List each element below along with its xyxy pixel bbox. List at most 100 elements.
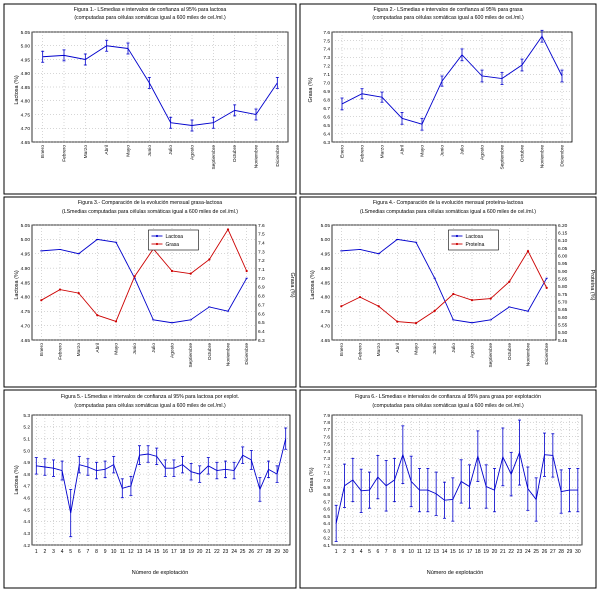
y-right-tick-label: 5.80 xyxy=(558,284,568,290)
x-tick-label: Marzo xyxy=(76,343,82,357)
chart-6-ylabel: Grasa (%) xyxy=(309,467,315,492)
y-tick-label: 4.75 xyxy=(21,309,31,315)
y-tick-label: 6.3 xyxy=(323,140,330,146)
y-tick-label: 4.90 xyxy=(321,266,331,272)
series-line-2 xyxy=(341,250,548,324)
x-tick-label: Julio xyxy=(451,343,457,353)
y-right-tick-label: 5.45 xyxy=(558,338,568,344)
x-tick-label: 23 xyxy=(223,549,229,555)
y-right-tick-label: 6.4 xyxy=(258,329,265,335)
chart-1-title: Figura 1.- LSmedias e intervalos de conf… xyxy=(74,7,227,13)
x-tick-label: 7 xyxy=(87,549,90,555)
y-right-tick-label: 7.1 xyxy=(258,267,265,273)
x-tick-label: 2 xyxy=(343,549,346,555)
x-tick-label: 7 xyxy=(385,549,388,555)
x-tick-label: 20 xyxy=(197,549,203,555)
x-tick-label: Agosto xyxy=(170,343,176,358)
x-tick-label: 19 xyxy=(188,549,194,555)
data-point xyxy=(526,249,530,253)
y-tick-label: 4.6 xyxy=(23,496,30,502)
x-tick-label: 14 xyxy=(145,549,151,555)
y-tick-label: 4.5 xyxy=(23,507,30,513)
x-tick-label: 10 xyxy=(111,549,117,555)
chart-5-xlabel: Número de explotación xyxy=(132,570,189,576)
y-right-tick-label: 6.9 xyxy=(258,285,265,291)
series-line-1 xyxy=(41,238,248,324)
y-tick-label: 7.1 xyxy=(323,471,330,477)
y-tick-label: 6.5 xyxy=(323,514,330,520)
x-tick-label: 2 xyxy=(44,549,47,555)
chart-5-subtitle: (computadas para células somáticas igual… xyxy=(74,403,226,409)
y-right-tick-label: 5.75 xyxy=(558,292,568,298)
x-tick-label: 3 xyxy=(52,549,55,555)
y-tick-label: 4.65 xyxy=(21,140,31,146)
legend-box xyxy=(148,229,199,251)
x-tick-label: Noviembre xyxy=(226,343,232,367)
x-tick-label: Noviembre xyxy=(526,343,532,367)
chart-5-title: Figura 5.- LSmedias e intervalos de conf… xyxy=(61,394,239,400)
data-point xyxy=(489,297,492,300)
chart-marks: 4.654.704.754.804.854.904.955.005.05Ener… xyxy=(21,30,583,555)
x-tick-label: 28 xyxy=(558,549,564,555)
x-tick-label: 17 xyxy=(171,549,177,555)
x-tick-label: Agosto xyxy=(190,145,196,160)
y-tick-label: 4.70 xyxy=(321,323,331,329)
y-tick-label: 4.7 xyxy=(23,484,30,490)
chart-4-ylabel-left: Lactosa (%) xyxy=(310,270,316,300)
data-point xyxy=(208,258,211,261)
chart-4-subtitle: (LSmedias computadas para células somáti… xyxy=(360,209,536,215)
x-tick-label: 29 xyxy=(567,549,573,555)
x-tick-label: Octubre xyxy=(520,145,526,162)
legend-marker xyxy=(455,234,459,238)
data-point xyxy=(114,320,118,323)
chart-3-title: Figura 3.- Comparación de la evolución m… xyxy=(78,200,222,206)
legend-label: Grasa xyxy=(165,242,179,248)
y-tick-label: 7.3 xyxy=(323,55,330,61)
x-tick-label: 11 xyxy=(417,549,422,555)
y-tick-label: 6.6 xyxy=(323,507,330,513)
y-tick-label: 4.85 xyxy=(21,85,31,91)
data-point xyxy=(433,309,436,312)
y-tick-label: 7.4 xyxy=(323,47,330,53)
data-point xyxy=(170,269,174,273)
y-right-tick-label: 7.0 xyxy=(258,276,265,282)
data-point xyxy=(245,269,248,273)
x-tick-label: Febrero xyxy=(360,145,366,162)
panel-frame-1 xyxy=(3,3,297,195)
data-point xyxy=(77,292,80,295)
y-tick-label: 4.3 xyxy=(23,531,30,537)
legend-marker xyxy=(155,242,159,246)
x-tick-label: 24 xyxy=(525,549,531,555)
y-right-tick-label: 6.20 xyxy=(558,223,568,229)
x-tick-label: Enero xyxy=(39,343,45,356)
y-tick-label: 6.6 xyxy=(323,114,330,120)
data-point xyxy=(377,305,380,308)
x-tick-label: Junio xyxy=(147,145,153,157)
y-tick-label: 5.05 xyxy=(21,223,31,229)
data-point xyxy=(58,288,62,291)
series-line-1 xyxy=(42,45,278,126)
panel-frame-5 xyxy=(3,389,297,589)
y-right-tick-label: 7.6 xyxy=(258,223,265,229)
x-tick-label: 4 xyxy=(61,549,64,555)
data-point xyxy=(133,275,136,278)
x-tick-label: 26 xyxy=(249,549,255,555)
y-tick-label: 5.05 xyxy=(21,30,31,36)
data-point xyxy=(96,314,99,317)
x-tick-label: 9 xyxy=(401,549,404,555)
y-tick-label: 7.3 xyxy=(323,456,330,462)
x-tick-label: 4 xyxy=(360,549,363,555)
y-right-tick-label: 6.10 xyxy=(558,238,568,244)
data-point xyxy=(396,320,399,323)
chart-1-ylabel: Lactosa (%) xyxy=(14,75,20,105)
y-tick-label: 4.8 xyxy=(23,472,30,478)
chart-2-title: Figura 2.- LSmedias e intervalos de conf… xyxy=(373,7,522,13)
data-point xyxy=(40,299,43,302)
legend-marker xyxy=(455,242,459,246)
x-tick-label: Enero xyxy=(40,145,46,158)
x-tick-label: 15 xyxy=(154,549,160,555)
x-tick-label: 29 xyxy=(274,549,280,555)
panel-frame-3 xyxy=(3,196,297,388)
x-tick-label: 16 xyxy=(458,549,464,555)
chart-1-subtitle: (computadas para células somáticas igual… xyxy=(74,15,226,21)
